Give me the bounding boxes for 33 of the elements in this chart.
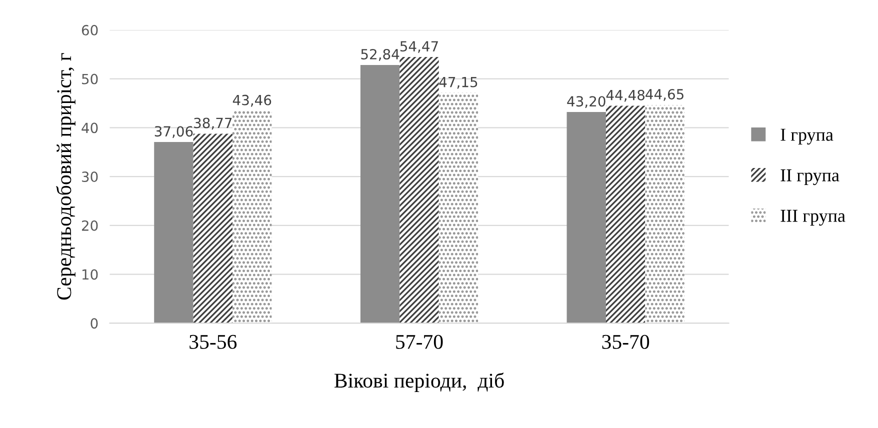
bar <box>606 106 646 324</box>
y-axis-title: Середньодобовий приріст, г <box>56 53 76 300</box>
legend-label: III група <box>780 210 846 226</box>
y-tick-label: 0 <box>90 318 98 329</box>
y-tick-label: 50 <box>82 74 98 84</box>
bar <box>232 110 272 324</box>
legend-label: I група <box>780 128 834 145</box>
x-axis-title: Вікові періоди, діб <box>334 372 504 392</box>
data-label: 54,47 <box>400 41 438 53</box>
bar <box>193 134 233 324</box>
data-label: 38,77 <box>194 118 232 130</box>
y-tick-label: 20 <box>82 220 98 231</box>
data-label: 44,48 <box>606 90 645 102</box>
y-tick-label: 10 <box>82 269 98 280</box>
bar <box>154 142 194 324</box>
x-tick-label: 35-56 <box>190 334 237 349</box>
data-label: 52,84 <box>361 48 400 61</box>
x-tick-label: 57-70 <box>396 334 443 349</box>
y-tick-label: 30 <box>82 172 98 182</box>
data-label: 43,46 <box>232 94 272 107</box>
bar <box>400 56 439 324</box>
data-label: 43,20 <box>567 96 606 108</box>
x-tick-label: 35-70 <box>602 334 650 349</box>
bar <box>645 104 684 324</box>
data-label: 47,15 <box>439 76 478 89</box>
y-tick-label: 60 <box>82 24 98 36</box>
bar <box>566 112 606 324</box>
y-tick-label: 40 <box>82 122 98 134</box>
bar <box>360 64 400 324</box>
data-label: 44,65 <box>646 88 684 101</box>
legend-label: II група <box>780 169 840 186</box>
bar <box>438 92 478 324</box>
data-label: 37,06 <box>154 126 193 138</box>
